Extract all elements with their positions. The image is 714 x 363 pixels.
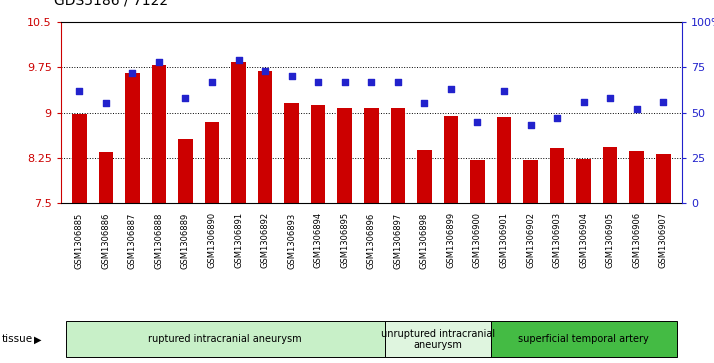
Bar — [284, 103, 299, 363]
Bar — [497, 117, 511, 363]
Text: ruptured intracranial aneurysm: ruptured intracranial aneurysm — [149, 334, 302, 344]
Text: GSM1306886: GSM1306886 — [101, 212, 111, 269]
Point — [418, 101, 430, 106]
Bar — [311, 105, 326, 363]
Text: GSM1306893: GSM1306893 — [287, 212, 296, 269]
Point — [366, 79, 377, 85]
Bar — [125, 73, 140, 363]
Bar — [417, 150, 432, 363]
Text: GSM1306907: GSM1306907 — [659, 212, 668, 269]
Bar — [258, 72, 273, 363]
Text: GSM1306892: GSM1306892 — [261, 212, 270, 269]
Point — [242, 273, 253, 279]
Text: GSM1306894: GSM1306894 — [313, 212, 323, 269]
Point — [259, 68, 271, 74]
Point — [339, 79, 351, 85]
Point — [578, 99, 589, 105]
Bar — [491, 322, 677, 357]
Text: GSM1306887: GSM1306887 — [128, 212, 137, 269]
Point — [498, 88, 510, 94]
Bar — [385, 322, 491, 357]
Point — [126, 70, 138, 76]
Point — [233, 57, 244, 63]
Text: GSM1306895: GSM1306895 — [341, 212, 349, 269]
Point — [74, 88, 85, 94]
Text: GSM1306889: GSM1306889 — [181, 212, 190, 269]
Bar — [523, 160, 538, 363]
Text: GSM1306885: GSM1306885 — [75, 212, 84, 269]
Text: GSM1306905: GSM1306905 — [605, 212, 615, 268]
Point — [313, 79, 324, 85]
Bar — [66, 322, 385, 357]
Text: GSM1306900: GSM1306900 — [473, 212, 482, 268]
Point — [206, 79, 218, 85]
Text: GSM1306896: GSM1306896 — [367, 212, 376, 269]
Text: GSM1306891: GSM1306891 — [234, 212, 243, 269]
Bar — [550, 148, 564, 363]
Bar — [470, 160, 485, 363]
Text: unruptured intracranial
aneurysm: unruptured intracranial aneurysm — [381, 329, 495, 350]
Point — [100, 101, 111, 106]
Text: GSM1306903: GSM1306903 — [553, 212, 562, 269]
Bar — [443, 115, 458, 363]
Bar — [630, 151, 644, 363]
Text: GDS5186 / 7122: GDS5186 / 7122 — [54, 0, 169, 7]
Text: ▶: ▶ — [34, 334, 42, 344]
Point — [154, 59, 165, 65]
Text: GSM1306902: GSM1306902 — [526, 212, 535, 268]
Bar — [576, 159, 591, 363]
Bar — [338, 108, 352, 363]
Point — [605, 95, 616, 101]
Point — [631, 106, 643, 112]
Point — [392, 79, 403, 85]
Text: superficial temporal artery: superficial temporal artery — [518, 334, 649, 344]
Text: GSM1306888: GSM1306888 — [154, 212, 164, 269]
Bar — [99, 152, 113, 363]
Point — [551, 115, 563, 121]
Bar — [151, 65, 166, 363]
Bar — [364, 108, 378, 363]
Bar — [656, 154, 670, 363]
Point — [180, 95, 191, 101]
Text: GSM1306901: GSM1306901 — [500, 212, 508, 268]
Point — [658, 99, 669, 105]
Bar — [178, 139, 193, 363]
Point — [286, 73, 297, 79]
Bar — [603, 147, 618, 363]
Point — [446, 86, 457, 92]
Text: GSM1306904: GSM1306904 — [579, 212, 588, 268]
Text: GSM1306899: GSM1306899 — [446, 212, 456, 269]
Bar — [391, 108, 405, 363]
Text: GSM1306897: GSM1306897 — [393, 212, 402, 269]
Text: GSM1306906: GSM1306906 — [632, 212, 641, 269]
Point — [472, 119, 483, 125]
Bar — [72, 114, 86, 363]
Bar — [205, 122, 219, 363]
Text: tissue: tissue — [2, 334, 34, 344]
Bar — [231, 62, 246, 363]
Text: GSM1306898: GSM1306898 — [420, 212, 429, 269]
Text: GSM1306890: GSM1306890 — [208, 212, 216, 269]
Point — [525, 122, 536, 128]
